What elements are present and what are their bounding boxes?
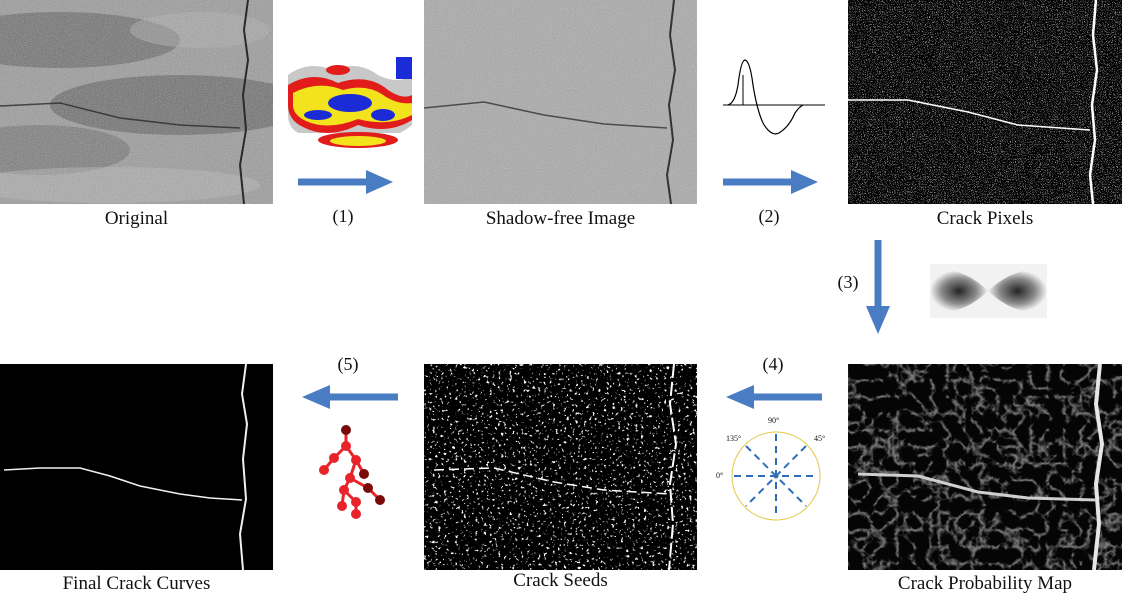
caption-probability-map: Crack Probability Map <box>897 573 1073 594</box>
caption-final: Final Crack Curves <box>62 573 211 594</box>
dial-label-135: 135° <box>726 434 742 443</box>
caption-seeds: Crack Seeds <box>513 570 608 591</box>
step-3-label: (3) <box>837 272 859 292</box>
orientation-dial: 90° 135° 45° 0° <box>712 414 832 524</box>
arrow-step-4 <box>726 385 822 409</box>
arrow-step-1 <box>298 170 393 194</box>
stick-tensor-field-icon <box>930 264 1047 318</box>
original-image-panel <box>0 0 273 204</box>
final-crack-curves-panel <box>0 364 273 570</box>
final-crack-curves-image <box>0 364 273 570</box>
shadow-segmentation-icon <box>288 55 412 152</box>
crack-pixels-panel <box>848 0 1122 204</box>
arrow-step-3 <box>866 240 890 334</box>
arrow-step-5 <box>302 385 398 409</box>
shadow-free-image-panel <box>424 0 697 204</box>
caption-crack-pixels: Crack Pixels <box>936 208 1034 229</box>
step-2-label: (2) <box>758 206 780 226</box>
step-4-label: (4) <box>762 354 784 374</box>
crack-probability-map-panel <box>848 364 1122 570</box>
dial-label-45: 45° <box>814 434 826 443</box>
arrow-step-2 <box>723 170 818 194</box>
dial-label-0: 0° <box>716 471 724 480</box>
crack-probability-map-image <box>848 364 1122 570</box>
caption-shadow-free: Shadow-free Image <box>485 208 636 229</box>
minimum-spanning-tree-icon <box>319 425 385 519</box>
dial-label-90: 90° <box>768 416 780 425</box>
step-5-label: (5) <box>337 354 359 374</box>
shadow-free-image <box>424 0 697 204</box>
crack-seeds-image <box>424 364 697 570</box>
filter-response-icon <box>723 59 825 135</box>
crack-seeds-panel <box>424 364 697 570</box>
original-image <box>0 0 273 204</box>
crack-pixels-image <box>848 0 1122 204</box>
step-1-label: (1) <box>332 206 354 226</box>
caption-original: Original <box>104 208 169 229</box>
